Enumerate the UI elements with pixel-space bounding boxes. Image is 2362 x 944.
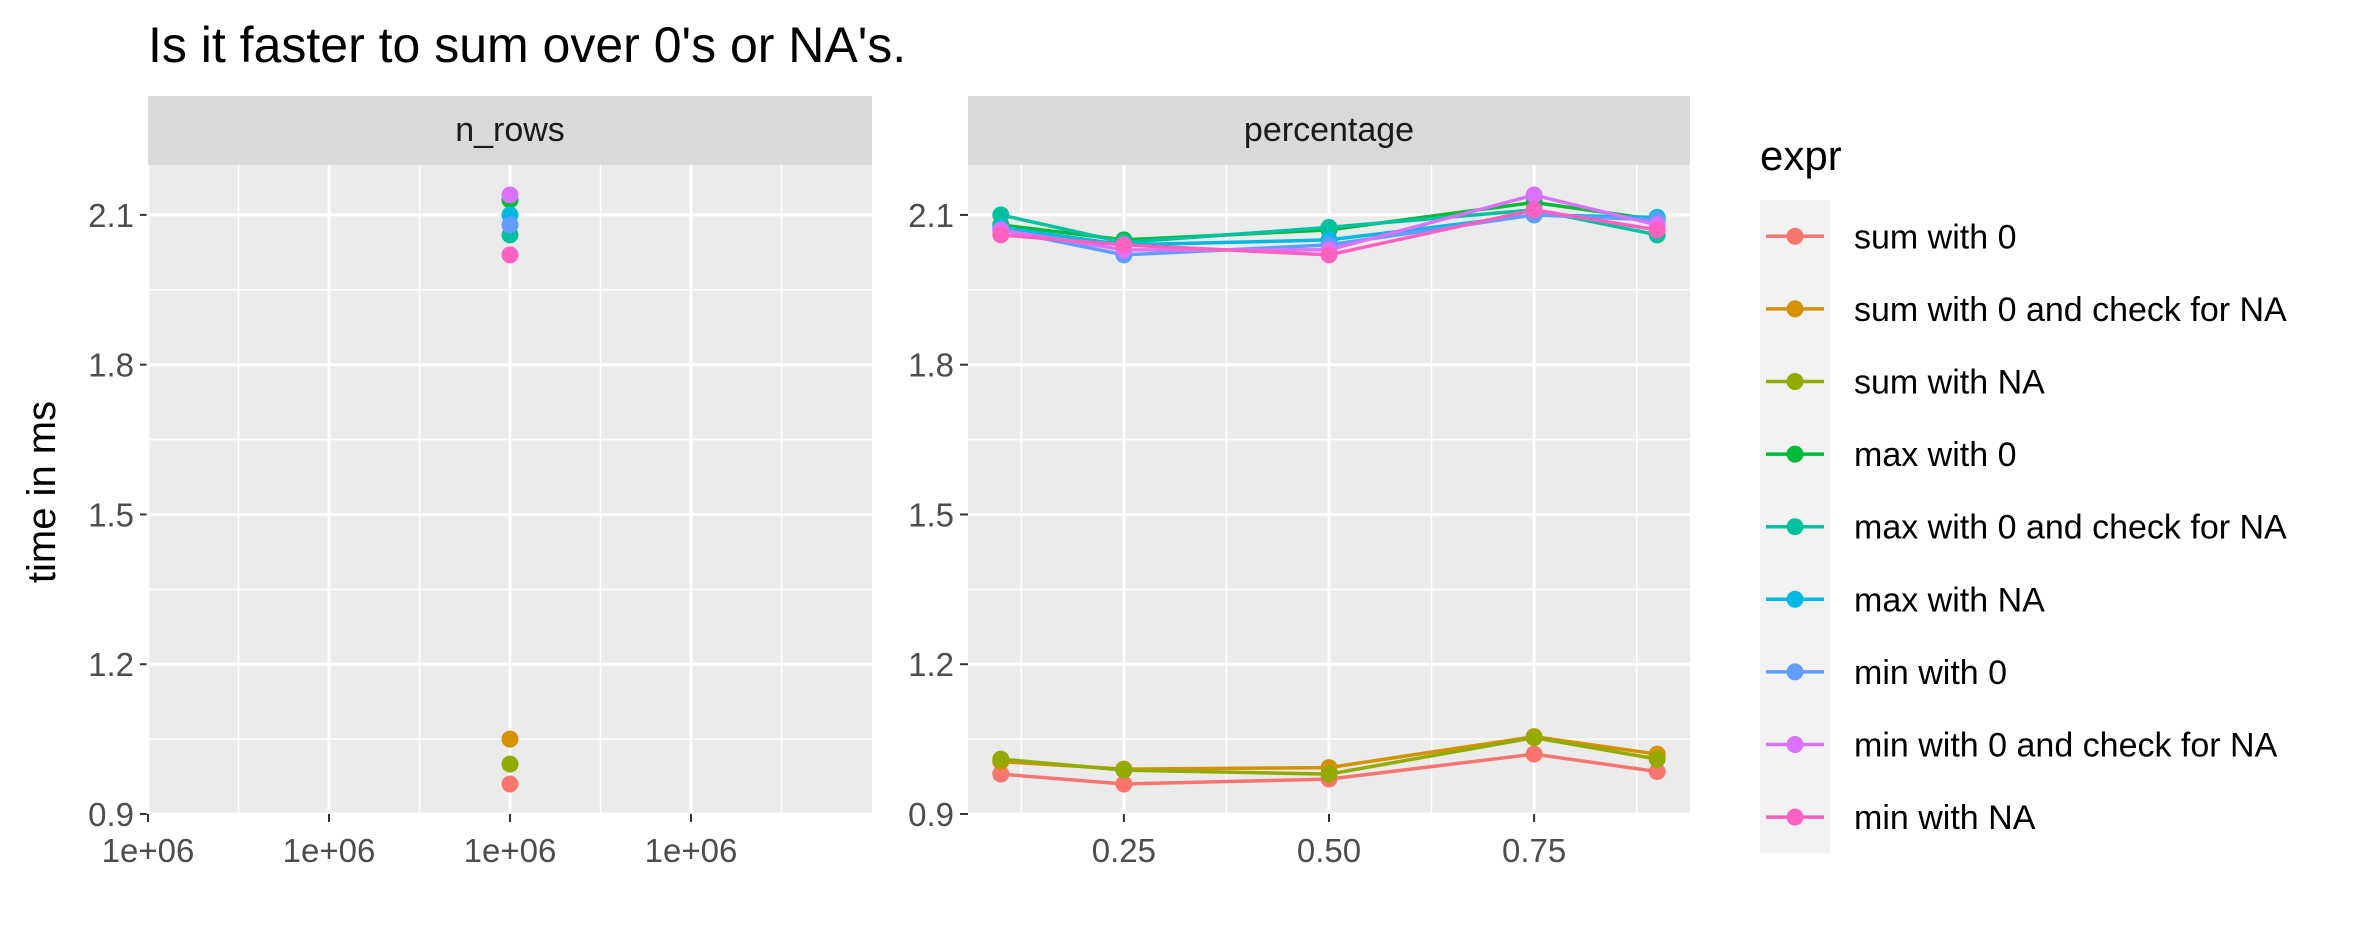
data-point bbox=[501, 216, 519, 234]
legend-label: max with NA bbox=[1854, 581, 2045, 619]
data-point bbox=[1320, 765, 1338, 783]
y-tick-label: 1.5 bbox=[908, 496, 954, 533]
x-tick-label: 0.50 bbox=[1297, 832, 1361, 869]
legend-item: min with 0 and check for NA bbox=[1766, 727, 2278, 765]
y-tick-label: 1.8 bbox=[908, 347, 954, 384]
legend-item: min with 0 bbox=[1766, 654, 2007, 692]
legend-item: sum with 0 bbox=[1766, 218, 2017, 256]
data-point bbox=[1525, 729, 1543, 747]
data-point bbox=[1525, 201, 1543, 219]
y-tick-label: 1.5 bbox=[88, 496, 134, 533]
x-tick-label: 1e+06 bbox=[283, 832, 376, 869]
legend-key-point bbox=[1786, 590, 1804, 608]
legend-label: max with 0 bbox=[1854, 436, 2017, 474]
data-point bbox=[992, 765, 1010, 783]
data-point bbox=[992, 750, 1010, 768]
legend-item: sum with 0 and check for NA bbox=[1766, 291, 2287, 329]
legend-key-point bbox=[1786, 808, 1804, 826]
y-tick-label: 0.9 bbox=[908, 796, 954, 833]
legend-label: sum with 0 and check for NA bbox=[1854, 291, 2287, 329]
data-point bbox=[501, 755, 519, 773]
y-tick-label: 1.8 bbox=[88, 347, 134, 384]
data-point bbox=[992, 206, 1010, 224]
facet-strip-label: n_rows bbox=[455, 111, 565, 149]
y-tick-label: 1.2 bbox=[88, 646, 134, 683]
facet-strip bbox=[148, 96, 872, 165]
data-point bbox=[1525, 186, 1543, 204]
panel-n-rows: n_rows 0.9 1.2 1.5 1.8 2.1 1e+06 1e+06 1e+06 1e+0… bbox=[88, 96, 872, 869]
panels: n_rows 0.9 1.2 1.5 1.8 2.1 1e+06 1e+06 1e+06 1e+0… bbox=[88, 96, 1690, 869]
panel-percentage: percentage 0.9 1.2 1.5 1.8 2.1 0.25 0.50 0.75 bbox=[908, 96, 1690, 869]
legend-label: min with 0 bbox=[1854, 654, 2007, 692]
facet-strip bbox=[968, 96, 1690, 165]
y-tick-label: 0.9 bbox=[88, 796, 134, 833]
data-point bbox=[1525, 745, 1543, 763]
data-point bbox=[1648, 750, 1666, 768]
data-point bbox=[992, 226, 1010, 244]
data-point bbox=[501, 730, 519, 748]
legend-key-point bbox=[1786, 663, 1804, 681]
legend-item: max with 0 bbox=[1766, 436, 2017, 474]
data-point bbox=[1320, 218, 1338, 236]
legend-item: max with NA bbox=[1766, 581, 2045, 619]
legend-label: min with NA bbox=[1854, 799, 2036, 837]
legend-item: sum with NA bbox=[1766, 364, 2045, 402]
data-point bbox=[1648, 763, 1666, 781]
chart-title: Is it faster to sum over 0's or NA's. bbox=[148, 17, 906, 73]
y-tick-label: 2.1 bbox=[908, 197, 954, 234]
legend-key-point bbox=[1786, 518, 1804, 536]
legend-item: min with NA bbox=[1766, 799, 2036, 837]
legend-label: sum with 0 bbox=[1854, 218, 2017, 256]
data-point bbox=[501, 775, 519, 793]
y-tick-label: 2.1 bbox=[88, 197, 134, 234]
legend-key-point bbox=[1786, 445, 1804, 463]
legend-key-point bbox=[1786, 736, 1804, 753]
x-tick-label: 1e+06 bbox=[464, 832, 557, 869]
legend-key-point bbox=[1786, 227, 1804, 245]
legend: expr sum with 0 sum with 0 and check for … bbox=[1760, 132, 2287, 854]
data-point bbox=[1115, 236, 1133, 254]
legend-item: max with 0 and check for NA bbox=[1766, 509, 2287, 547]
legend-key-point bbox=[1786, 300, 1804, 318]
legend-label: max with 0 and check for NA bbox=[1854, 509, 2287, 547]
facet-strip-label: percentage bbox=[1244, 111, 1414, 149]
x-tick-label: 0.25 bbox=[1092, 832, 1156, 869]
data-point bbox=[501, 186, 519, 204]
x-tick-label: 1e+06 bbox=[645, 832, 738, 869]
data-point bbox=[1115, 775, 1133, 793]
data-point bbox=[1115, 761, 1133, 779]
x-tick-label: 0.75 bbox=[1502, 832, 1566, 869]
legend-key-point bbox=[1786, 373, 1804, 390]
y-tick-label: 1.2 bbox=[908, 646, 954, 683]
data-point bbox=[1648, 221, 1666, 239]
data-point bbox=[1320, 246, 1338, 264]
data-point bbox=[501, 246, 519, 264]
x-tick-label: 1e+06 bbox=[102, 832, 195, 869]
y-axis-title: time in ms bbox=[20, 401, 64, 583]
legend-title: expr bbox=[1760, 132, 1842, 179]
legend-label: min with 0 and check for NA bbox=[1854, 727, 2278, 765]
legend-label: sum with NA bbox=[1854, 364, 2045, 402]
